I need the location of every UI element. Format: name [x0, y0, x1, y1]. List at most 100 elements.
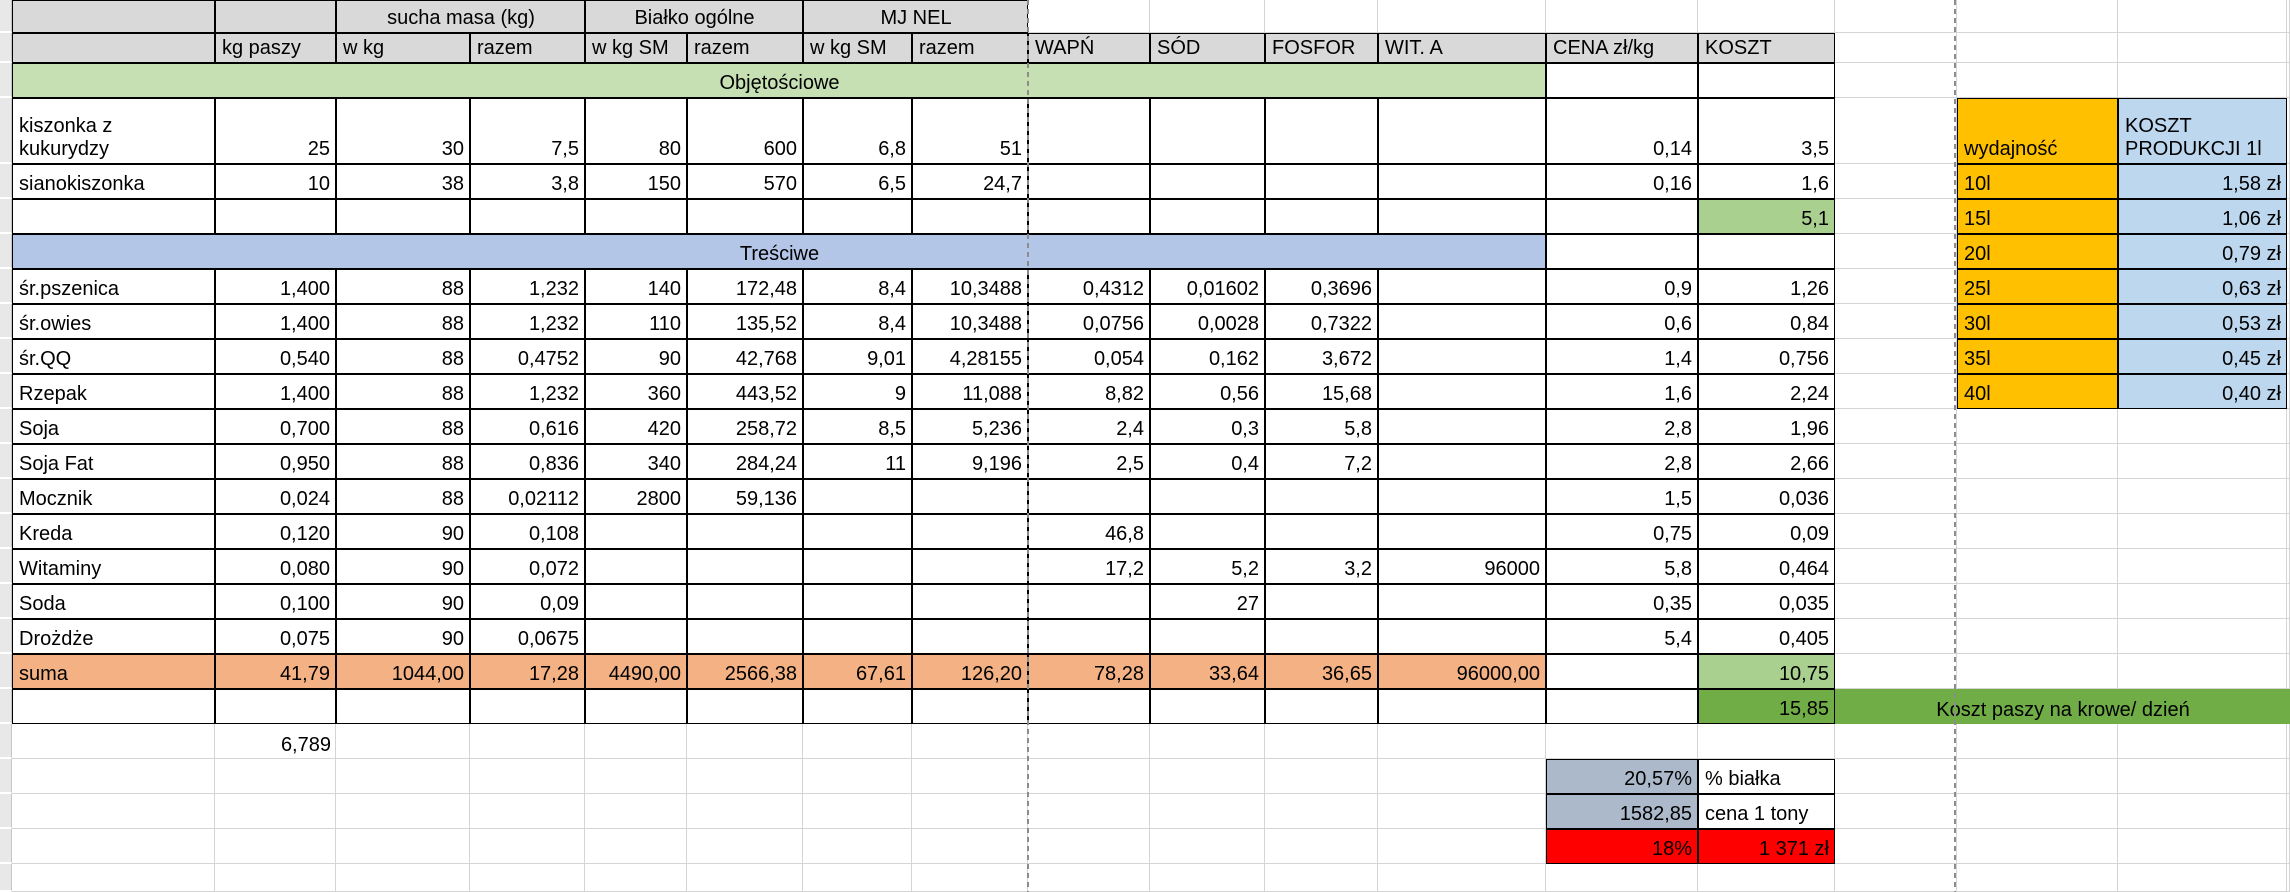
value-cell[interactable]	[1378, 689, 1546, 724]
value-cell[interactable]	[1265, 584, 1378, 619]
value-cell[interactable]: 10	[215, 164, 336, 199]
value-cell[interactable]: 25	[215, 98, 336, 164]
cell[interactable]	[1698, 234, 1835, 269]
value-cell[interactable]: 3,8	[470, 164, 585, 199]
value-cell[interactable]	[1378, 269, 1546, 304]
value-cell[interactable]: 88	[336, 409, 470, 444]
value-cell[interactable]: 30	[336, 98, 470, 164]
yield-cost-value[interactable]: 1,06 zł	[2118, 199, 2287, 234]
value-cell[interactable]	[687, 619, 803, 654]
value-cell[interactable]	[1150, 199, 1265, 234]
value-cell[interactable]: 1,26	[1698, 269, 1835, 304]
value-cell[interactable]: 600	[687, 98, 803, 164]
column-header[interactable]: SÓD	[1150, 33, 1265, 63]
value-cell[interactable]: 420	[585, 409, 687, 444]
value-cell[interactable]: 0,35	[1546, 584, 1698, 619]
value-cell[interactable]	[470, 199, 585, 234]
value-cell[interactable]: 150	[585, 164, 687, 199]
value-cell[interactable]	[1028, 479, 1150, 514]
value-cell[interactable]: 3,5	[1698, 98, 1835, 164]
value-cell[interactable]: 9	[803, 374, 912, 409]
value-cell[interactable]: 90	[336, 584, 470, 619]
value-cell[interactable]: 1,4	[1546, 339, 1698, 374]
row-label[interactable]: Soda	[12, 584, 215, 619]
value-cell[interactable]: 0,4752	[470, 339, 585, 374]
value-cell[interactable]: 1,6	[1698, 164, 1835, 199]
value-cell[interactable]: 10,3488	[912, 304, 1028, 339]
column-header[interactable]: razem	[687, 33, 803, 63]
value-cell[interactable]: 2,8	[1546, 409, 1698, 444]
value-cell[interactable]	[1378, 304, 1546, 339]
value-cell[interactable]	[912, 584, 1028, 619]
column-header[interactable]: razem	[470, 33, 585, 63]
value-cell[interactable]: 5,2	[1150, 549, 1265, 584]
value-cell[interactable]: 0,700	[215, 409, 336, 444]
value-cell[interactable]: 10,3488	[912, 269, 1028, 304]
column-header[interactable]: w kg SM	[803, 33, 912, 63]
value-cell[interactable]: 284,24	[687, 444, 803, 479]
value-cell[interactable]	[803, 549, 912, 584]
value-cell[interactable]	[1028, 689, 1150, 724]
value-cell[interactable]	[1028, 164, 1150, 199]
value-cell[interactable]: 2,24	[1698, 374, 1835, 409]
value-cell[interactable]: 0,9	[1546, 269, 1698, 304]
header-blank[interactable]	[12, 33, 215, 63]
value-cell[interactable]: 0,75	[1546, 514, 1698, 549]
value-cell[interactable]	[1378, 374, 1546, 409]
value-cell[interactable]	[1378, 584, 1546, 619]
value-cell[interactable]: 4,28155	[912, 339, 1028, 374]
suma-label[interactable]: suma	[12, 654, 215, 689]
value-cell[interactable]	[215, 199, 336, 234]
value-cell[interactable]: 80	[585, 98, 687, 164]
value-cell[interactable]	[1378, 619, 1546, 654]
value-cell[interactable]: 3,672	[1265, 339, 1378, 374]
value-cell[interactable]: 9,01	[803, 339, 912, 374]
cell[interactable]	[1546, 234, 1698, 269]
row-label[interactable]: Kreda	[12, 514, 215, 549]
value-cell[interactable]: 0,4312	[1028, 269, 1150, 304]
value-cell[interactable]: 2800	[585, 479, 687, 514]
value-cell[interactable]	[1378, 339, 1546, 374]
value-cell[interactable]: 3,2	[1265, 549, 1378, 584]
group-header-bialko[interactable]: Białko ogólne	[585, 0, 803, 33]
row-label[interactable]	[12, 199, 215, 234]
value-cell[interactable]: 140	[585, 269, 687, 304]
value-cell[interactable]: 96000,00	[1378, 654, 1546, 689]
value-cell[interactable]: 1,232	[470, 269, 585, 304]
row-label[interactable]: śr.QQ	[12, 339, 215, 374]
column-header[interactable]: KOSZT	[1698, 33, 1835, 63]
value-cell[interactable]: 5,4	[1546, 619, 1698, 654]
value-cell[interactable]	[585, 689, 687, 724]
value-cell[interactable]: 110	[585, 304, 687, 339]
value-cell[interactable]: 8,82	[1028, 374, 1150, 409]
value-cell[interactable]: 5,8	[1265, 409, 1378, 444]
value-cell[interactable]: 59,136	[687, 479, 803, 514]
yield-row-label[interactable]: 40l	[1957, 374, 2118, 409]
value-cell[interactable]	[1265, 98, 1378, 164]
value-cell[interactable]: 33,64	[1150, 654, 1265, 689]
value-cell[interactable]	[1265, 514, 1378, 549]
value-cell[interactable]: 1,400	[215, 374, 336, 409]
value-cell[interactable]: 1,232	[470, 304, 585, 339]
value-cell[interactable]: 1,6	[1546, 374, 1698, 409]
value-cell[interactable]: 1,96	[1698, 409, 1835, 444]
value-cell[interactable]: 0,100	[215, 584, 336, 619]
group-header-mj-nel[interactable]: MJ NEL	[803, 0, 1028, 33]
cell[interactable]	[1546, 63, 1698, 98]
row-label[interactable]: Drożdże	[12, 619, 215, 654]
value-cell[interactable]: 7,2	[1265, 444, 1378, 479]
value-cell[interactable]	[1265, 164, 1378, 199]
value-cell[interactable]	[687, 549, 803, 584]
value-cell[interactable]: 126,20	[912, 654, 1028, 689]
value-cell[interactable]: 0,84	[1698, 304, 1835, 339]
value-cell[interactable]	[687, 199, 803, 234]
cell[interactable]	[1698, 63, 1835, 98]
row-label[interactable]: śr.pszenica	[12, 269, 215, 304]
value-cell[interactable]	[1028, 199, 1150, 234]
value-cell[interactable]	[336, 199, 470, 234]
value-cell[interactable]: 340	[585, 444, 687, 479]
koszt-total-cell[interactable]: 5,1	[1698, 199, 1835, 234]
value-cell[interactable]	[803, 584, 912, 619]
section-banner[interactable]: Treściwe	[12, 234, 1546, 269]
value-cell[interactable]: 0,6	[1546, 304, 1698, 339]
